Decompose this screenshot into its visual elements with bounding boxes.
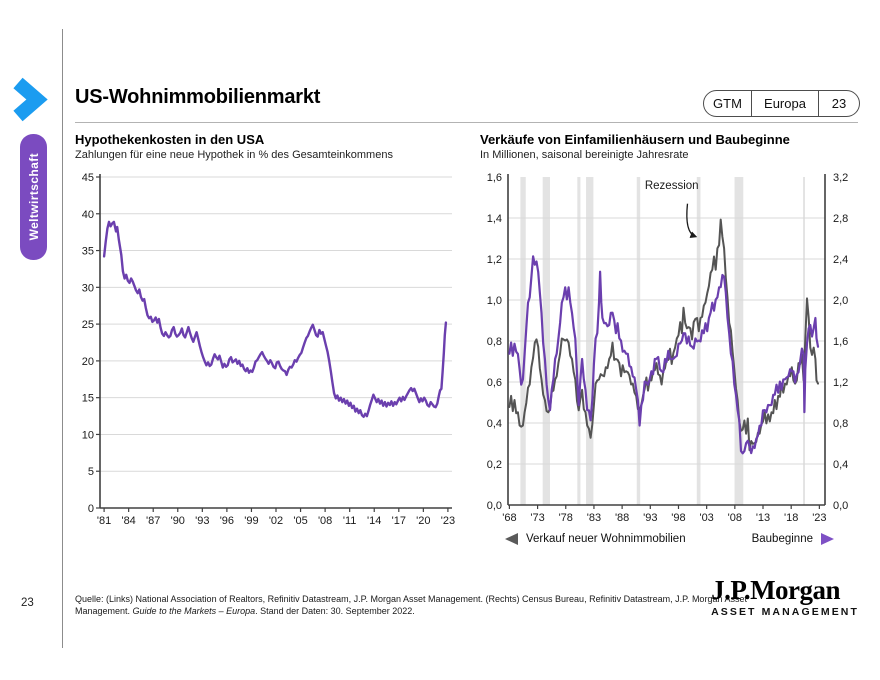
svg-text:Rezession: Rezession [645,180,699,192]
gtm-badge-region: Europa [751,91,818,116]
jpmorgan-brand-text: J.P.Morgan [711,575,841,605]
svg-text:5: 5 [88,466,94,478]
svg-text:'96: '96 [220,515,234,527]
svg-text:'08: '08 [318,515,332,527]
source-text: Quelle: (Links) National Association of … [75,594,767,617]
svg-text:'14: '14 [367,515,381,527]
legend-label-starts: Baubeginne [751,533,813,545]
gtm-badge-number: 23 [818,91,859,116]
svg-text:0,0: 0,0 [833,500,848,512]
svg-text:'99: '99 [244,515,258,527]
housing-chart-title: Verkäufe von Einfamilienhäusern und Baub… [480,132,790,147]
mortgage-chart-title: Hypothekenkosten in den USA [75,132,265,147]
svg-text:'90: '90 [171,515,185,527]
svg-text:'18: '18 [784,512,798,524]
header-rule [75,122,858,123]
svg-text:'83: '83 [587,512,601,524]
source-text-suffix: . Stand der Daten: 30. September 2022. [255,605,415,616]
svg-text:0: 0 [88,503,94,515]
svg-text:'23: '23 [441,515,455,527]
mortgage-cost-chart: 45 40 35 30 25 20 15 10 5 0'81 '84 '87 '90 '93 '96 '99 '… [75,168,460,536]
svg-text:'73: '73 [530,512,544,524]
svg-text:'87: '87 [146,515,160,527]
svg-text:'17: '17 [392,515,406,527]
svg-text:0,8: 0,8 [487,336,502,348]
mortgage-chart-subtitle: Zahlungen für eine neue Hypothek in % de… [75,149,393,161]
svg-text:'05: '05 [293,515,307,527]
svg-text:1,0: 1,0 [487,295,502,307]
right-arrow-icon [821,533,834,545]
svg-text:'68: '68 [502,512,516,524]
svg-text:40: 40 [82,209,94,221]
svg-text:25: 25 [82,319,94,331]
svg-text:'02: '02 [269,515,283,527]
svg-text:1,2: 1,2 [487,254,502,266]
legend-item-sales: Verkauf neuer Wohnimmobilien [505,533,686,545]
home-sales-starts-chart: 1,6 1,4 1,2 1,0 0,8 0,6 0,4 0,2 0,0 3,2 2,8 2,4 2,0 1… [478,168,880,536]
gtm-badge: GTM Europa 23 [703,90,860,117]
svg-text:3,2: 3,2 [833,172,848,184]
svg-text:45: 45 [82,172,94,184]
left-arrow-icon [505,533,518,545]
svg-text:'81: '81 [97,515,111,527]
gtm-badge-label: GTM [713,96,742,111]
svg-text:'13: '13 [756,512,770,524]
sidebar-tab-label: Weltwirtschaft [26,153,41,241]
chevron-right-icon [13,77,48,122]
housing-chart-subtitle: In Millionen, saisonal bereinigte Jahres… [480,149,689,161]
svg-text:'98: '98 [671,512,685,524]
svg-text:'93: '93 [643,512,657,524]
svg-text:'78: '78 [559,512,573,524]
svg-text:30: 30 [82,282,94,294]
svg-text:0,4: 0,4 [487,418,502,430]
svg-text:'23: '23 [812,512,826,524]
page-number: 23 [21,597,34,609]
svg-text:'84: '84 [121,515,135,527]
housing-chart-legend: Verkauf neuer Wohnimmobilien Baubeginne [478,533,880,545]
svg-text:2,4: 2,4 [833,254,848,266]
page-title: US-Wohnimmobilienmarkt [75,86,321,108]
svg-text:2,8: 2,8 [833,213,848,225]
svg-text:0,8: 0,8 [833,418,848,430]
legend-item-starts: Baubeginne [752,533,834,545]
svg-text:0,6: 0,6 [487,377,502,389]
sidebar-tab-weltwirtschaft: Weltwirtschaft [20,134,47,260]
svg-text:1,6: 1,6 [487,172,502,184]
left-divider [62,29,63,648]
svg-text:1,4: 1,4 [487,213,502,225]
source-text-publication: Guide to the Markets – Europa [132,605,256,616]
svg-text:0,0: 0,0 [487,500,502,512]
svg-text:'93: '93 [195,515,209,527]
svg-text:15: 15 [82,393,94,405]
svg-text:20: 20 [82,356,94,368]
svg-text:10: 10 [82,429,94,441]
svg-text:35: 35 [82,246,94,258]
svg-text:1,6: 1,6 [833,336,848,348]
svg-text:2,0: 2,0 [833,295,848,307]
svg-text:'88: '88 [615,512,629,524]
svg-text:'08: '08 [728,512,742,524]
source-text-prefix: Quelle: (Links) National Association of … [75,594,747,616]
svg-text:'20: '20 [416,515,430,527]
legend-label-sales: Verkauf neuer Wohnimmobilien [526,533,686,545]
svg-text:'03: '03 [699,512,713,524]
svg-text:0,4: 0,4 [833,459,848,471]
asset-management-text: ASSET MANAGEMENT [711,606,859,618]
svg-text:'11: '11 [343,515,357,527]
jpmorgan-logo: J.P.Morgan ASSET MANAGEMENT [711,575,859,619]
svg-text:1,2: 1,2 [833,377,848,389]
svg-text:0,2: 0,2 [487,459,502,471]
